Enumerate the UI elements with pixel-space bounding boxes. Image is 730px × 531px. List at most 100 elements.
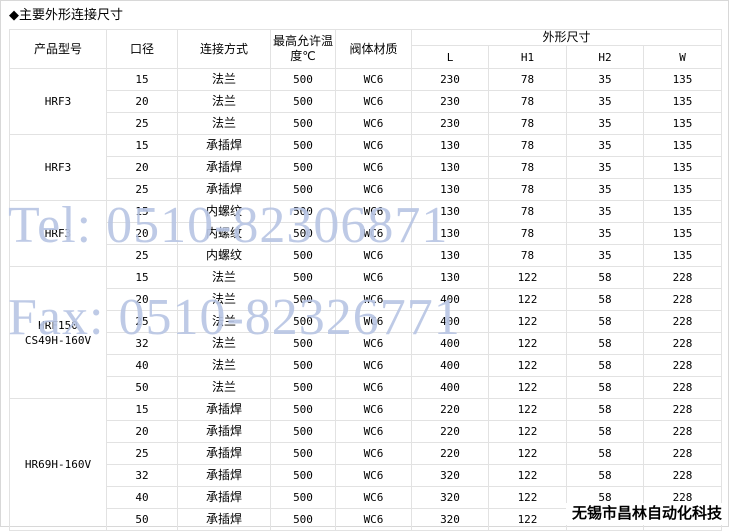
cell-dim-l: 230 [411, 90, 489, 113]
table-row: 20 承插焊 500 WC6 130 78 35 135 [10, 156, 723, 179]
cell-bore: 15 [106, 68, 178, 91]
cell-max-temp: 500 [270, 398, 336, 421]
cell-bore: 20 [106, 222, 178, 245]
cell-dim-h1: 122 [488, 332, 567, 355]
cell-dim-h2: 35 [566, 112, 644, 135]
cell-max-temp: 500 [270, 112, 336, 135]
cell-connection: 法兰 [177, 288, 271, 311]
cell-dim-w: 228 [642, 464, 723, 487]
cell-dim-l: 130 [411, 134, 489, 157]
cell-connection: 法兰 [177, 354, 271, 377]
cell-model: HRF3 [9, 134, 107, 201]
cell-dim-h1: 122 [488, 376, 567, 399]
cell-bore: 32 [106, 464, 178, 487]
cell-body-material: WC6 [335, 112, 412, 135]
cell-max-temp: 500 [270, 68, 336, 91]
cell-bore: 50 [106, 376, 178, 399]
cell-dim-l: 400 [411, 354, 489, 377]
table-row: 32 承插焊 500 WC6 320 122 58 228 [10, 464, 723, 487]
cell-dim-h2: 58 [566, 354, 644, 377]
cell-connection: 法兰 [177, 68, 271, 91]
cell-body-material: WC6 [335, 442, 412, 465]
cell-bore: 20 [106, 156, 178, 179]
cell-body-material: WC6 [335, 178, 412, 201]
cell-max-temp: 500 [270, 244, 336, 267]
cell-bore: 15 [106, 266, 178, 289]
cell-bore: 15 [106, 134, 178, 157]
cell-bore: 25 [106, 178, 178, 201]
cell-connection: 法兰 [177, 112, 271, 135]
cell-dim-w: 228 [642, 442, 723, 465]
cell-dim-h1: 122 [488, 310, 567, 333]
cell-body-material: WC6 [335, 398, 412, 421]
cell-max-temp: 500 [270, 134, 336, 157]
header-dim-h1: H1 [488, 45, 567, 69]
cell-dim-w: 135 [642, 90, 723, 113]
cell-body-material: WC6 [335, 464, 412, 487]
cell-dim-h1: 122 [488, 354, 567, 377]
cell-dim-l: 400 [411, 310, 489, 333]
cell-dim-h2: 58 [566, 442, 644, 465]
table-body: HRF3 15 法兰 500 WC6 230 78 35 135 20 法兰 500 WC6 230 78 3… [9, 68, 723, 531]
table-row: 20 法兰 500 WC6 400 122 58 228 [10, 288, 723, 311]
cell-dim-w: 135 [642, 68, 723, 91]
cell-body-material: WC6 [335, 222, 412, 245]
header-dimensions-group: 外形尺寸 [410, 29, 723, 46]
cell-dim-w: 228 [642, 420, 723, 443]
cell-dim-l: 130 [411, 178, 489, 201]
table-row: 40 法兰 500 WC6 400 122 58 228 [10, 354, 723, 377]
table-row: 20 法兰 500 WC6 230 78 35 135 [10, 90, 723, 113]
cell-connection: 承插焊 [177, 442, 271, 465]
cell-max-temp: 500 [270, 288, 336, 311]
company-name-stamp: 无锡市昌林自动化科技 [565, 503, 725, 525]
cell-max-temp: 500 [270, 354, 336, 377]
cell-connection: 内螺纹 [177, 244, 271, 267]
cell-dim-h1: 78 [488, 134, 567, 157]
cell-max-temp: 500 [270, 464, 336, 487]
header-dim-w: W [642, 45, 723, 69]
cell-dim-l: 230 [411, 68, 489, 91]
dimensions-table: 产品型号 口径 连接方式 最高允许温度℃ 阀体材质 外形尺寸 L H1 H2 W… [9, 29, 723, 531]
cell-bore: 20 [106, 288, 178, 311]
cell-dim-l: 130 [411, 266, 489, 289]
cell-max-temp: 500 [270, 266, 336, 289]
cell-body-material: WC6 [335, 244, 412, 267]
cell-body-material: WC6 [335, 288, 412, 311]
header-connection: 连接方式 [177, 29, 271, 69]
cell-connection: 承插焊 [177, 156, 271, 179]
cell-dim-h2: 35 [566, 156, 644, 179]
cell-max-temp: 500 [270, 376, 336, 399]
header-dim-l: L [411, 45, 489, 69]
cell-dim-h1: 78 [488, 156, 567, 179]
cell-connection: 承插焊 [177, 464, 271, 487]
table-row: HRF3 15 承插焊 500 WC6 130 78 35 135 [9, 134, 723, 201]
cell-body-material: WC6 [335, 508, 412, 531]
cell-dim-h2: 58 [566, 464, 644, 487]
cell-dim-h2: 35 [566, 90, 644, 113]
cell-dim-h1: 78 [488, 200, 567, 223]
header-model: 产品型号 [9, 29, 107, 69]
cell-dim-l: 130 [411, 200, 489, 223]
cell-connection: 法兰 [177, 332, 271, 355]
cell-max-temp: 500 [270, 200, 336, 223]
cell-max-temp: 500 [270, 420, 336, 443]
cell-dim-h2: 35 [566, 178, 644, 201]
cell-dim-h2: 35 [566, 244, 644, 267]
cell-dim-w: 135 [642, 200, 723, 223]
header-dim-h2: H2 [566, 45, 644, 69]
cell-bore: 50 [106, 508, 178, 531]
cell-dim-w: 135 [642, 244, 723, 267]
cell-dim-h1: 122 [488, 266, 567, 289]
cell-dim-w: 135 [642, 222, 723, 245]
cell-max-temp: 500 [270, 90, 336, 113]
cell-bore: 25 [106, 112, 178, 135]
cell-max-temp: 500 [270, 332, 336, 355]
table-row: 25 承插焊 500 WC6 130 78 35 135 [10, 178, 723, 201]
header-row-sub: L H1 H2 W [10, 45, 723, 69]
table-header: 产品型号 口径 连接方式 最高允许温度℃ 阀体材质 外形尺寸 L H1 H2 W [9, 29, 723, 69]
cell-dim-h2: 58 [566, 420, 644, 443]
cell-connection: 内螺纹 [177, 222, 271, 245]
cell-connection: 法兰 [177, 376, 271, 399]
cell-connection: 承插焊 [177, 178, 271, 201]
cell-dim-l: 230 [411, 112, 489, 135]
